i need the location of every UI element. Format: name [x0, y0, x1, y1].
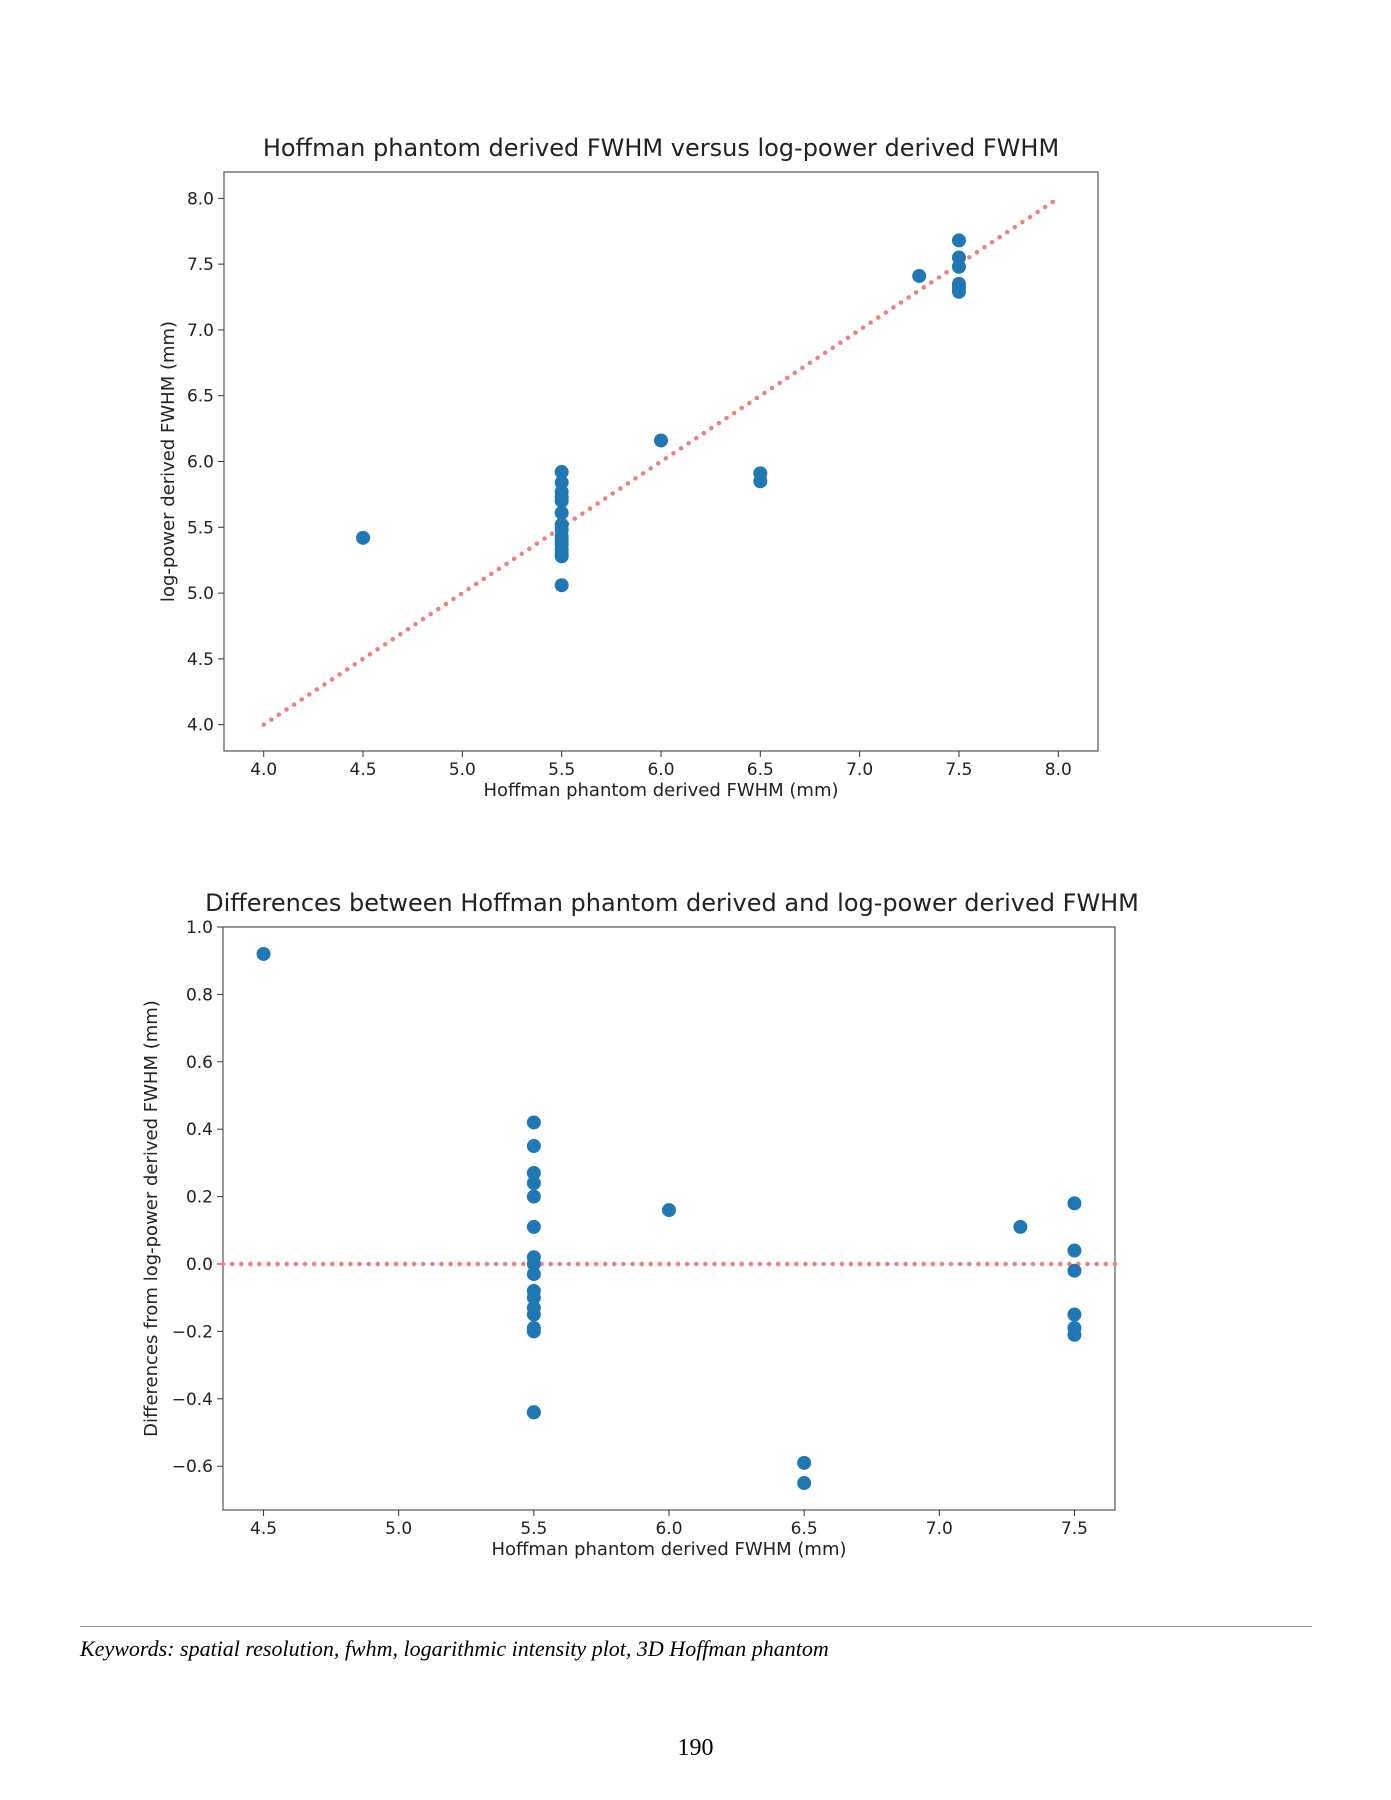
chart1-y-tick-label: 6.5 — [187, 387, 214, 407]
chart1-y-tick-label: 5.5 — [187, 518, 214, 538]
chart2-x-tick-label: 6.5 — [791, 1519, 818, 1539]
chart1-data-point — [356, 530, 371, 545]
chart2-y-tick-label: 0.8 — [186, 985, 213, 1005]
chart2-data-point — [526, 1219, 541, 1234]
chart1-data-point — [554, 578, 569, 593]
chart2-data-point — [1013, 1219, 1028, 1234]
chart1-data-point — [951, 259, 966, 274]
chart2-y-tick-label: 0.4 — [186, 1120, 213, 1140]
chart1-x-tick-label: 4.0 — [250, 760, 277, 780]
chart1-y-axis-label: log-power derived FWHM (mm) — [158, 321, 179, 602]
chart1-y-tick-label: 6.0 — [187, 453, 214, 473]
chart2-plot-frame — [222, 926, 1116, 1511]
chart2-data-point — [662, 1203, 676, 1218]
chart2-data-point — [526, 1405, 541, 1420]
chart1-y-tick-label: 4.5 — [187, 650, 214, 670]
chart2-data-point — [1067, 1263, 1082, 1278]
chart2-data-point — [526, 1189, 541, 1204]
chart1-x-tick-label: 7.5 — [945, 760, 972, 780]
chart2-y-tick-label: −0.4 — [172, 1390, 213, 1410]
chart1-y-tick-label: 4.0 — [187, 716, 214, 736]
chart2-y-tick-label: 0.6 — [186, 1053, 213, 1073]
chart1-title: Hoffman phantom derived FWHM versus log-… — [263, 134, 1059, 162]
chart1-data-point — [554, 465, 569, 480]
chart1-y-tick-label: 7.0 — [187, 321, 214, 341]
chart2-x-tick-label: 6.0 — [655, 1519, 682, 1539]
chart1-x-tick-label: 6.5 — [747, 760, 774, 780]
chart2-y-tick-label: 0.2 — [186, 1188, 213, 1208]
chart1-reference-line — [261, 196, 1061, 727]
chart2-data-point — [1067, 1307, 1082, 1322]
chart1-data-point — [951, 233, 966, 248]
chart2-y-tick-label: 1.0 — [186, 918, 213, 938]
chart1-x-tick-label: 6.0 — [647, 760, 674, 780]
chart1-data-point — [753, 474, 768, 489]
chart2-data-point — [526, 1166, 541, 1181]
chart2-data-point — [256, 946, 271, 961]
chart1-data-point — [554, 493, 569, 508]
chart2-data-point — [526, 1139, 541, 1154]
chart2-data-point — [526, 1267, 541, 1282]
chart2-data-point — [1067, 1196, 1082, 1211]
chart1-data-point — [951, 284, 966, 299]
chart2-data-point — [526, 1115, 541, 1130]
page-number: 190 — [677, 1735, 714, 1761]
chart1-x-axis-label: Hoffman phantom derived FWHM (mm) — [483, 780, 838, 801]
chart2-data-point — [526, 1290, 541, 1305]
chart1-x-tick-label: 5.5 — [548, 760, 575, 780]
chart2-data-point — [1067, 1243, 1082, 1258]
scatter-chart-fwhm-differences: Differences between Hoffman phantom deri… — [141, 889, 1139, 1560]
chart2-x-tick-label: 7.5 — [1061, 1519, 1088, 1539]
chart1-x-tick-label: 7.0 — [846, 760, 873, 780]
chart2-title: Differences between Hoffman phantom deri… — [205, 889, 1139, 917]
chart2-data-point — [526, 1324, 541, 1339]
chart1-data-point — [554, 549, 569, 564]
chart1-y-tick-label: 7.5 — [187, 255, 214, 275]
chart2-x-axis-label: Hoffman phantom derived FWHM (mm) — [491, 1539, 846, 1560]
chart2-data-point — [1067, 1327, 1082, 1342]
chart2-x-tick-label: 5.5 — [520, 1519, 547, 1539]
chart2-x-tick-label: 5.0 — [385, 1519, 412, 1539]
chart2-data-point — [797, 1476, 812, 1491]
chart1-x-tick-label: 5.0 — [449, 760, 476, 780]
footer-divider — [80, 1626, 1312, 1627]
keywords-line: Keywords: spatial resolution, fwhm, loga… — [80, 1636, 829, 1661]
chart2-y-tick-label: 0.0 — [186, 1255, 213, 1275]
chart2-x-tick-label: 7.0 — [926, 1519, 953, 1539]
chart1-y-tick-label: 8.0 — [187, 189, 214, 209]
scatter-chart-fwhm-comparison: Hoffman phantom derived FWHM versus log-… — [158, 134, 1099, 801]
chart1-data-point — [554, 505, 569, 520]
chart2-data-point — [797, 1455, 812, 1470]
chart2-data-point — [526, 1256, 541, 1271]
chart2-data-point — [526, 1307, 541, 1322]
chart2-y-tick-label: −0.2 — [172, 1322, 213, 1342]
chart2-y-axis-label: Differences from log-power derived FWHM … — [141, 1000, 162, 1437]
chart2-y-tick-label: −0.6 — [172, 1457, 213, 1477]
chart1-x-tick-label: 4.5 — [350, 760, 377, 780]
chart1-y-tick-label: 5.0 — [187, 584, 214, 604]
chart2-x-tick-label: 4.5 — [250, 1519, 277, 1539]
chart1-data-point — [654, 433, 668, 448]
chart2-data-point — [526, 1176, 541, 1191]
chart1-x-tick-label: 8.0 — [1045, 760, 1072, 780]
chart1-data-point — [912, 268, 927, 283]
